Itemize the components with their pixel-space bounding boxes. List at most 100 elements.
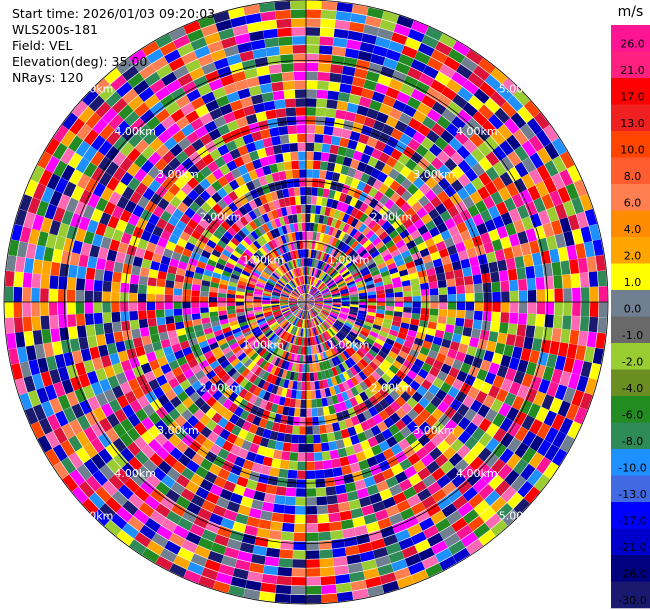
velocity-bin	[403, 290, 412, 297]
velocity-bin	[456, 370, 468, 383]
velocity-bin	[511, 346, 523, 360]
velocity-bin	[394, 306, 403, 313]
velocity-bin	[374, 82, 389, 95]
velocity-bin	[311, 288, 317, 296]
velocity-bin	[320, 224, 327, 234]
velocity-bin	[387, 214, 398, 225]
velocity-bin	[395, 258, 405, 267]
velocity-bin	[535, 314, 545, 327]
velocity-bin	[373, 190, 384, 202]
velocity-bin	[476, 368, 488, 382]
velocity-bin	[436, 115, 451, 130]
velocity-bin	[330, 311, 339, 317]
velocity-bin	[584, 241, 595, 258]
velocity-bin	[492, 427, 507, 443]
velocity-bin	[417, 102, 432, 116]
velocity-bin	[510, 302, 519, 313]
velocity-bin	[384, 187, 395, 199]
velocity-bin	[342, 156, 353, 167]
velocity-bin	[331, 172, 341, 182]
velocity-bin	[417, 326, 428, 334]
velocity-bin	[306, 27, 321, 36]
velocity-bin	[359, 302, 368, 306]
velocity-bin	[384, 288, 394, 294]
velocity-bin	[323, 303, 332, 307]
velocity-bin	[507, 150, 522, 167]
colorbar-tick-label: -2.0	[622, 356, 643, 369]
velocity-bin	[550, 219, 563, 236]
velocity-bin	[566, 343, 578, 359]
velocity-bin	[377, 171, 388, 183]
velocity-bin	[456, 444, 471, 459]
velocity-bin	[312, 291, 320, 297]
velocity-bin	[353, 169, 364, 181]
velocity-bin	[469, 337, 480, 348]
velocity-bin	[484, 135, 499, 151]
velocity-bin	[420, 314, 430, 322]
velocity-bin	[432, 258, 443, 268]
velocity-bin	[488, 229, 500, 242]
velocity-bin	[597, 317, 607, 334]
velocity-bin	[492, 145, 507, 161]
velocity-bin	[517, 480, 534, 498]
velocity-bin	[365, 318, 375, 324]
colorbar-tick-label: -17.0	[618, 515, 646, 528]
velocity-bin	[306, 298, 314, 302]
velocity-bin	[382, 57, 398, 70]
velocity-bin	[543, 461, 559, 479]
velocity-bin	[595, 254, 606, 272]
velocity-bin	[330, 64, 344, 74]
velocity-bin	[527, 403, 541, 419]
velocity-bin	[403, 255, 414, 264]
velocity-bin	[506, 182, 520, 197]
velocity-bin	[363, 24, 380, 36]
velocity-bin	[571, 315, 581, 331]
velocity-bin	[499, 171, 514, 187]
velocity-bin	[367, 290, 377, 296]
velocity-bin	[356, 233, 365, 243]
velocity-bin	[389, 203, 400, 214]
velocity-bin	[368, 348, 378, 358]
velocity-bin	[333, 28, 349, 39]
velocity-bin	[431, 170, 445, 184]
velocity-bin	[479, 81, 496, 98]
velocity-bin	[314, 268, 319, 278]
velocity-bin	[385, 49, 402, 62]
velocity-bin	[313, 278, 318, 287]
velocity-bin	[500, 156, 514, 172]
velocity-bin	[383, 175, 395, 187]
velocity-bin	[495, 201, 509, 216]
velocity-bin	[484, 452, 499, 468]
velocity-bin	[359, 358, 369, 368]
velocity-bin	[437, 279, 447, 288]
velocity-bin	[505, 333, 516, 347]
velocity-bin	[450, 151, 464, 166]
velocity-bin	[358, 133, 370, 145]
velocity-bin	[319, 45, 333, 55]
velocity-bin	[387, 379, 398, 390]
velocity-bin	[452, 40, 470, 57]
velocity-bin	[335, 262, 344, 271]
velocity-bin	[365, 15, 382, 28]
velocity-bin	[354, 199, 364, 210]
velocity-bin	[437, 164, 451, 178]
velocity-bin	[310, 267, 314, 276]
velocity-bin	[347, 345, 356, 355]
velocity-bin	[425, 176, 438, 189]
velocity-bin	[349, 252, 359, 261]
velocity-bin	[426, 57, 444, 72]
velocity-bin	[352, 150, 363, 161]
velocity-bin	[331, 271, 339, 279]
colorbar-tick-label: 26.0	[620, 38, 645, 51]
velocity-bin	[306, 302, 315, 304]
velocity-bin	[426, 130, 440, 144]
velocity-bin	[400, 322, 410, 330]
velocity-bin	[418, 276, 429, 284]
velocity-bin	[412, 177, 425, 189]
velocity-bin	[369, 330, 379, 338]
velocity-bin	[308, 267, 312, 276]
velocity-bin	[348, 288, 358, 293]
velocity-bin	[516, 267, 527, 280]
velocity-bin	[510, 290, 519, 302]
velocity-bin	[430, 251, 441, 261]
